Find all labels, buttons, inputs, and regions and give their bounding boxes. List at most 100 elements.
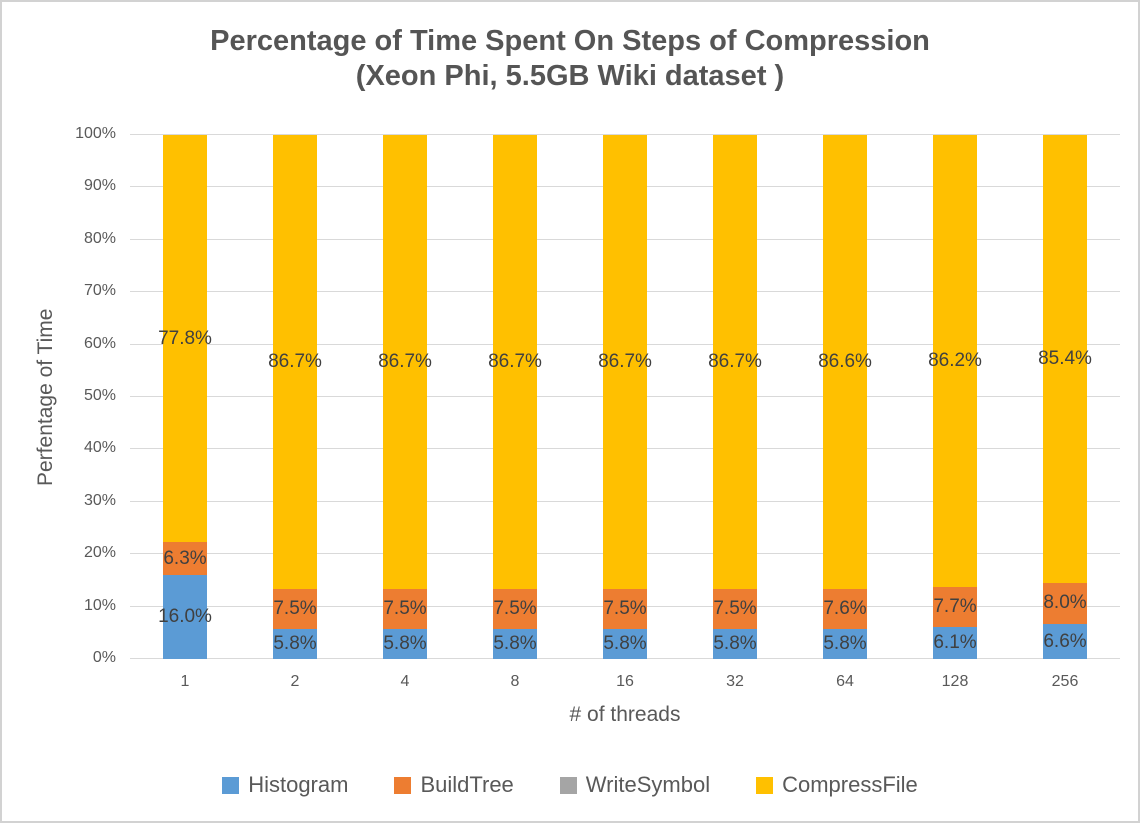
y-tick-label: 0%: [92, 649, 116, 666]
stacked-bar-64: 5.8% 7.6% 86.6%: [818, 135, 872, 659]
data-label: 6.3%: [163, 547, 207, 569]
x-axis-title: # of threads: [569, 703, 681, 726]
stacked-bar-128: 6.1% 7.7% 86.2%: [928, 135, 982, 659]
data-label: 7.5%: [273, 597, 317, 619]
legend-item-compressfile: CompressFile: [756, 772, 918, 798]
segment-compressfile-2: 86.7%: [268, 135, 322, 590]
x-tick-label-4: 4: [400, 673, 410, 690]
segment-histogram-4: 5.8%: [383, 628, 427, 659]
data-label: 77.8%: [158, 327, 212, 349]
legend-label: CompressFile: [782, 772, 918, 797]
segment-buildtree-32: 7.5%: [713, 589, 757, 629]
segment-histogram-64: 5.8%: [823, 628, 867, 659]
legend-label: WriteSymbol: [585, 772, 711, 797]
legend-swatch-icon-buildtree: [394, 776, 412, 794]
bar-slot-32: 5.8% 7.5% 86.7%: [680, 135, 790, 659]
legend-swatch-icon-compressfile: [756, 776, 774, 794]
y-tick-label: 90%: [83, 177, 116, 195]
segment-compressfile-16: 86.7%: [598, 135, 652, 590]
y-tick-label: 100%: [75, 125, 116, 142]
bar-slot-4: 5.8% 7.5% 86.7%: [350, 135, 460, 659]
data-label: 5.8%: [493, 632, 537, 654]
segment-compressfile-32: 86.7%: [708, 135, 762, 590]
data-label: 7.5%: [383, 597, 427, 619]
gridline-100%: [130, 134, 1120, 135]
segment-compressfile-64: 86.6%: [818, 135, 872, 589]
segment-compressfile-8: 86.7%: [488, 135, 542, 590]
data-label: 5.8%: [383, 632, 427, 654]
data-label: 5.8%: [603, 632, 647, 654]
data-label: 86.7%: [708, 351, 762, 373]
chart-title-line1: Percentage of Time Spent On Steps of Com…: [210, 25, 930, 57]
segment-compressfile-256: 85.4%: [1038, 135, 1092, 583]
x-tick-label-64: 64: [836, 673, 854, 690]
segment-histogram-2: 5.8%: [273, 628, 317, 659]
legend-label: Histogram: [248, 772, 349, 797]
legend-swatch-icon-writesymbol: [559, 776, 577, 794]
segment-buildtree-8: 7.5%: [493, 589, 537, 629]
bar-slot-128: 6.1% 7.7% 86.2%: [900, 135, 1010, 659]
segment-histogram-16: 5.8%: [603, 628, 647, 659]
data-label: 86.7%: [378, 351, 432, 373]
stacked-bar-32: 5.8% 7.5% 86.7%: [708, 135, 762, 659]
bar-slot-64: 5.8% 7.6% 86.6%: [790, 135, 900, 659]
data-label: 86.2%: [928, 349, 982, 371]
x-tick-label-256: 256: [1051, 673, 1079, 690]
segment-buildtree-64: 7.6%: [823, 588, 867, 629]
legend-item-writesymbol: WriteSymbol: [559, 772, 711, 798]
legend-item-histogram: Histogram: [222, 772, 348, 798]
bar-slot-16: 5.8% 7.5% 86.7%: [570, 135, 680, 659]
stacked-bar-16: 5.8% 7.5% 86.7%: [598, 135, 652, 659]
x-tick-label-16: 16: [616, 673, 634, 690]
bar-slot-8: 5.8% 7.5% 86.7%: [460, 135, 570, 659]
legend-item-buildtree: BuildTree: [394, 772, 514, 798]
data-label: 5.8%: [713, 632, 757, 654]
legend-label: BuildTree: [420, 772, 514, 797]
data-label: 6.6%: [1043, 630, 1087, 652]
segment-histogram-256: 6.6%: [1043, 624, 1087, 659]
stacked-bar-256: 6.6% 8.0% 85.4%: [1038, 135, 1092, 659]
x-tick-label-128: 128: [941, 673, 969, 690]
stacked-bar-2: 5.8% 7.5% 86.7%: [268, 135, 322, 659]
plot-area: 16.0% 6.3% 77.8% 5.8% 7.5% 86.7% 5.8% 7.5% 86.7%…: [130, 134, 1120, 659]
data-label: 7.5%: [713, 597, 757, 619]
y-tick-label: 60%: [83, 334, 116, 352]
segment-buildtree-128: 7.7%: [933, 586, 977, 628]
y-tick-label: 40%: [83, 439, 116, 457]
segment-histogram-1: 16.0%: [158, 575, 212, 659]
data-label: 5.8%: [273, 632, 317, 654]
data-label: 7.6%: [823, 597, 867, 619]
legend-swatch-icon-histogram: [222, 776, 240, 794]
segment-compressfile-128: 86.2%: [928, 135, 982, 587]
stacked-bar-1: 16.0% 6.3% 77.8%: [158, 135, 212, 659]
x-tick-label-2: 2: [290, 673, 300, 690]
legend: Histogram BuildTree WriteSymbol CompressFil…: [2, 772, 1138, 798]
data-label: 5.8%: [823, 632, 867, 654]
y-tick-label: 20%: [83, 544, 116, 562]
y-tick-label: 50%: [83, 387, 116, 404]
bars-container: 16.0% 6.3% 77.8% 5.8% 7.5% 86.7% 5.8% 7.5% 86.7%…: [130, 135, 1120, 659]
x-axis-tick-labels: 1 2 4 8 16 32 64 128 256: [130, 673, 1120, 691]
data-label: 7.5%: [603, 597, 647, 619]
bar-slot-256: 6.6% 8.0% 85.4%: [1010, 135, 1120, 659]
x-tick-label-32: 32: [726, 673, 744, 690]
y-tick-label: 70%: [83, 282, 116, 300]
data-label: 16.0%: [158, 606, 212, 628]
x-tick-label-8: 8: [510, 673, 520, 690]
y-tick-label: 10%: [83, 596, 116, 614]
segment-buildtree-1: 6.3%: [163, 542, 207, 576]
segment-histogram-8: 5.8%: [493, 628, 537, 659]
data-label: 7.7%: [933, 595, 977, 617]
y-tick-label: 30%: [83, 491, 116, 509]
segment-histogram-128: 6.1%: [933, 627, 977, 659]
stacked-bar-4: 5.8% 7.5% 86.7%: [378, 135, 432, 659]
segment-compressfile-1: 77.8%: [158, 135, 212, 543]
data-label: 6.1%: [933, 632, 977, 654]
chart-title-line2: (Xeon Phi, 5.5GB Wiki dataset ): [355, 60, 785, 92]
data-label: 86.7%: [268, 351, 322, 373]
segment-compressfile-4: 86.7%: [378, 135, 432, 590]
data-label: 86.6%: [818, 350, 872, 372]
x-tick-label-1: 1: [180, 673, 190, 690]
segment-buildtree-2: 7.5%: [273, 589, 317, 629]
